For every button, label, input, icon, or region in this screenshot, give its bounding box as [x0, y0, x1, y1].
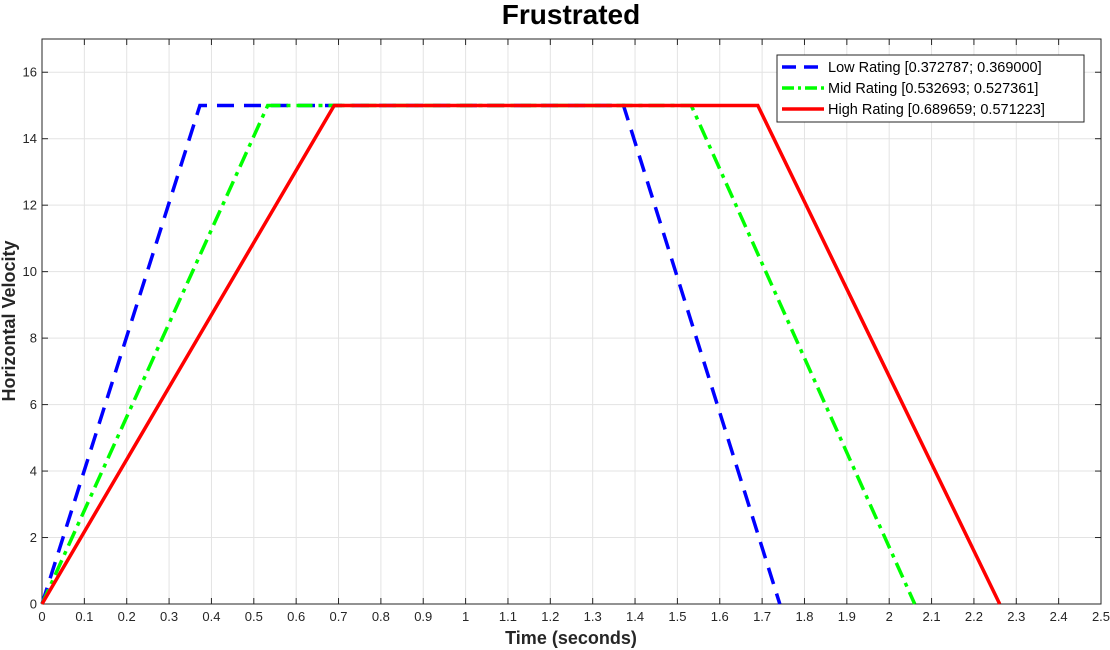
x-tick-label: 0.1: [75, 609, 93, 624]
y-tick-label: 16: [23, 65, 37, 80]
x-tick-label: 2.2: [965, 609, 983, 624]
x-tick-label: 0: [38, 609, 45, 624]
x-tick-label: 0.7: [329, 609, 347, 624]
axes-box: [41, 38, 1102, 605]
x-axis-label: Time (seconds): [505, 628, 637, 648]
y-axis-label: Horizontal Velocity: [0, 240, 19, 401]
legend-label-3: High Rating [0.689659; 0.571223]: [828, 102, 1045, 118]
x-tick-label: 1.3: [584, 609, 602, 624]
legend-label-2: Mid Rating [0.532693; 0.527361]: [828, 81, 1038, 97]
chart-title: Frustrated: [502, 0, 640, 30]
x-tick-label: 1.8: [795, 609, 813, 624]
y-tick-label: 4: [30, 464, 37, 479]
y-tick-label: 2: [30, 530, 37, 545]
legend-box: [776, 54, 1085, 123]
series-line-3: [40, 103, 1002, 605]
y-tick-label: 8: [30, 331, 37, 346]
x-tick-label: 0.6: [287, 609, 305, 624]
y-tick-label: 14: [23, 131, 37, 146]
x-tick-label: 1.6: [711, 609, 729, 624]
x-tick-label: 0.5: [245, 609, 263, 624]
legend-label-1: Low Rating [0.372787; 0.369000]: [828, 60, 1042, 76]
x-tick-label: 1.9: [838, 609, 856, 624]
grid: [41, 39, 1102, 605]
plot-frame: [41, 38, 1102, 605]
x-tick-label: 1.5: [668, 609, 686, 624]
x-tick-label: 0.3: [160, 609, 178, 624]
x-tick-label: 1.4: [626, 609, 644, 624]
legend: Low Rating [0.372787; 0.369000] Mid Ratin…: [776, 54, 1085, 123]
x-axis: 0 0.1 0.2 0.3 0.4 0.5 0.6 0.7 0.8 0.9 1 1.1 1.2 1.3 1.…: [38, 39, 1110, 624]
y-tick-label: 12: [23, 198, 37, 213]
x-tick-label: 2: [886, 609, 893, 624]
x-tick-label: 2.4: [1050, 609, 1068, 624]
x-tick-label: 1.7: [753, 609, 771, 624]
x-tick-label: 2.3: [1007, 609, 1025, 624]
series-line-1: [40, 103, 782, 605]
y-tick-label: 0: [30, 597, 37, 612]
x-tick-label: 1.1: [499, 609, 517, 624]
x-tick-label: 0.8: [372, 609, 390, 624]
x-tick-label: 0.9: [414, 609, 432, 624]
x-tick-label: 1.2: [541, 609, 559, 624]
x-tick-label: 0.4: [202, 609, 220, 624]
x-tick-label: 0.2: [118, 609, 136, 624]
y-tick-label: 6: [30, 397, 37, 412]
x-tick-label: 1: [462, 609, 469, 624]
x-tick-label: 2.5: [1092, 609, 1110, 624]
series-lines: [40, 103, 1002, 605]
y-axis: 0 2 4 6 8 10 12 14 16: [23, 65, 1101, 612]
series-line-2: [40, 103, 917, 605]
y-tick-label: 10: [23, 264, 37, 279]
x-tick-label: 2.1: [923, 609, 941, 624]
